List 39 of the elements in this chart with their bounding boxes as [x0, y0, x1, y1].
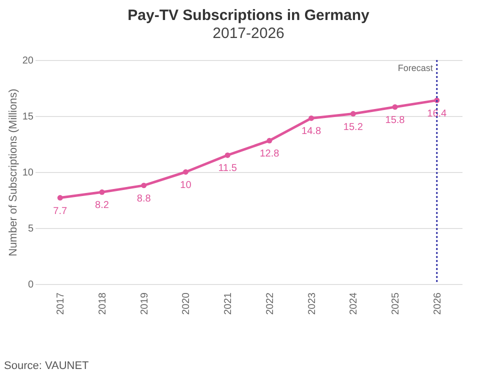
y-tick-label: 15: [22, 112, 34, 122]
data-label: 8.2: [95, 200, 110, 212]
y-tick-label: 0: [28, 280, 34, 290]
x-tick-label: 2021: [223, 292, 234, 315]
x-tick-label: 2026: [432, 292, 444, 315]
y-axis-title: Number of Subscriptions (Millions): [7, 88, 20, 256]
x-tick-label: 2020: [181, 292, 192, 315]
point: [57, 195, 63, 200]
data-label: 16.4: [427, 108, 448, 120]
data-label: 15.2: [343, 122, 364, 133]
point: [350, 111, 356, 116]
x-tick-label: 2025: [390, 292, 402, 315]
chart-subtitle: 2017-2026: [212, 25, 284, 42]
point: [308, 116, 314, 121]
data-label: 10: [180, 180, 192, 191]
data-label: 11.5: [218, 163, 238, 174]
point: [141, 182, 147, 188]
x-tick-label: 2022: [264, 292, 276, 315]
point: [266, 138, 272, 144]
data-label: 7.7: [53, 206, 68, 217]
y-tick-label: 5: [28, 224, 34, 234]
x-tick-label: 2024: [348, 292, 360, 315]
x-tick-label: 2017: [56, 292, 67, 315]
x-tick-label: 2023: [306, 292, 318, 315]
y-tick-label: 10: [22, 168, 34, 178]
y-tick-label: 20: [22, 56, 34, 66]
data-label: 14.8: [302, 126, 322, 138]
x-tick-label: 2019: [139, 292, 150, 315]
x-tick-label: 2018: [97, 292, 108, 315]
chart-title: Pay-TV Subscriptions in Germany: [128, 7, 370, 24]
data-label: 15.8: [385, 115, 406, 126]
point: [182, 169, 188, 175]
source-note: Source: VAUNET: [4, 360, 89, 372]
data-label: 12.8: [260, 148, 280, 160]
point: [392, 104, 398, 110]
data-label: 8.8: [136, 193, 152, 204]
point: [224, 152, 230, 158]
ref-line-label: Forecast: [398, 63, 434, 73]
point: [99, 189, 105, 195]
